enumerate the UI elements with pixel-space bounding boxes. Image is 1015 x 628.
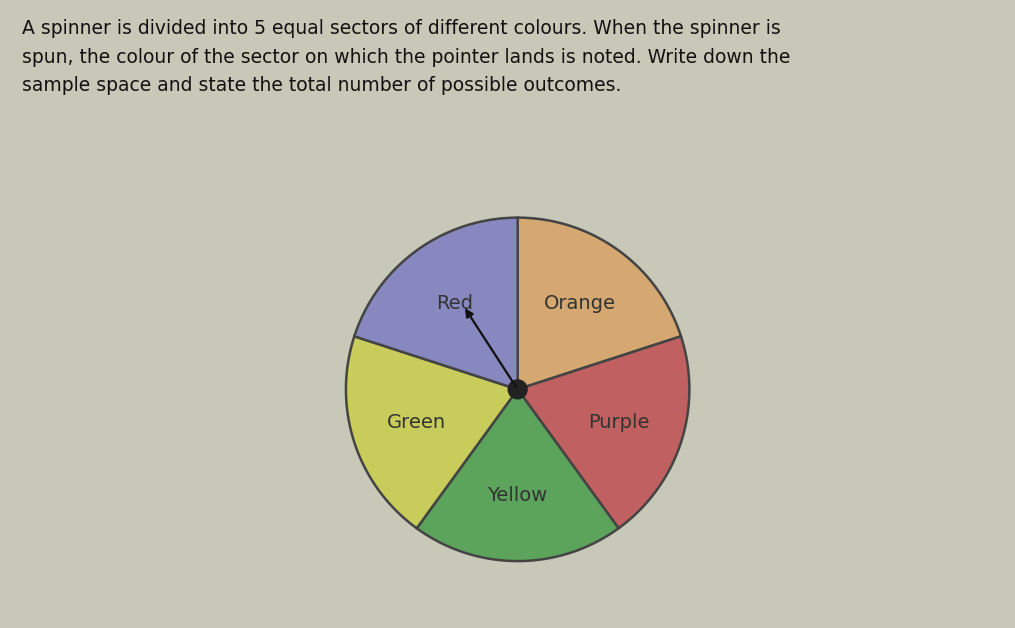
Polygon shape xyxy=(518,337,689,528)
Text: Orange: Orange xyxy=(544,294,616,313)
Polygon shape xyxy=(354,218,518,389)
Polygon shape xyxy=(518,218,681,389)
Circle shape xyxy=(509,380,527,399)
Text: Yellow: Yellow xyxy=(487,486,548,506)
Polygon shape xyxy=(417,389,618,561)
Text: Red: Red xyxy=(436,294,474,313)
Text: Green: Green xyxy=(387,413,446,432)
Text: A spinner is divided into 5 equal sectors of different colours. When the spinner: A spinner is divided into 5 equal sector… xyxy=(22,19,791,95)
Text: Purple: Purple xyxy=(588,413,650,432)
Polygon shape xyxy=(346,337,518,528)
